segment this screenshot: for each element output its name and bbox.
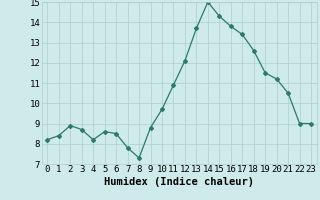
X-axis label: Humidex (Indice chaleur): Humidex (Indice chaleur) — [104, 177, 254, 187]
